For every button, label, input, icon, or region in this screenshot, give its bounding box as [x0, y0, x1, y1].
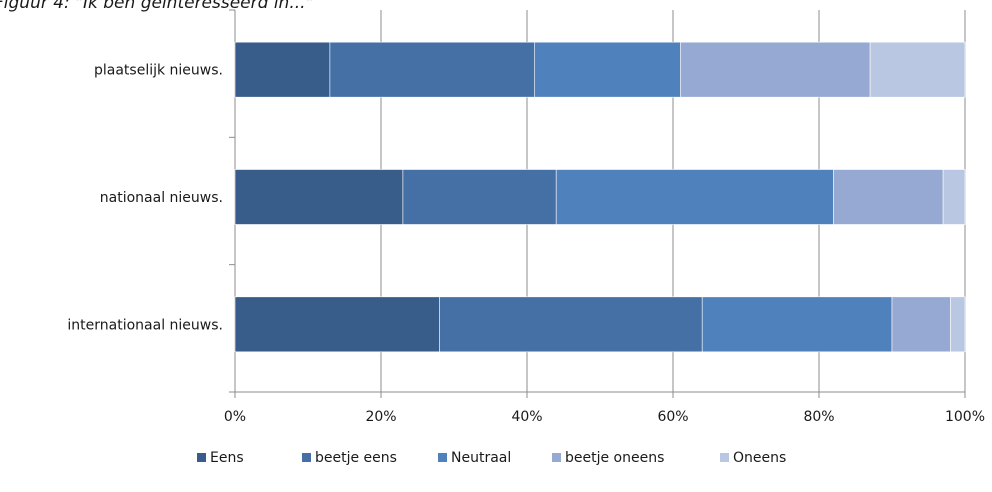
legend-swatch — [552, 453, 561, 462]
bar-segment — [234, 296, 440, 353]
chart-title: Figuur 4: "Ik ben geïnteresseerd in..." — [0, 0, 313, 13]
bar-segment — [869, 41, 966, 98]
bar-segment — [950, 296, 966, 353]
x-tick-labels: 0% 20% 40% 60% 80% 100% — [224, 409, 985, 425]
legend-label: Oneens — [733, 450, 786, 466]
bar-segment — [533, 41, 681, 98]
legend-swatch — [302, 453, 311, 462]
bar-segment — [679, 41, 871, 98]
legend-label: beetje oneens — [565, 450, 664, 466]
bar-segment — [942, 169, 966, 225]
legend-swatch — [197, 453, 206, 462]
legend-label: beetje eens — [315, 450, 397, 466]
bar-segment — [234, 169, 404, 225]
category-label: plaatselijk nieuws. — [94, 63, 223, 79]
legend-label: Eens — [210, 450, 244, 466]
x-tick-label: 20% — [365, 409, 396, 425]
bar-segment — [555, 169, 834, 225]
legend-label: Neutraal — [451, 450, 511, 466]
x-tick-label: 60% — [657, 409, 688, 425]
x-tick-label: 80% — [803, 409, 834, 425]
category-label: internationaal nieuws. — [67, 317, 223, 333]
bar-segment — [329, 41, 535, 98]
bar-segment — [439, 296, 703, 353]
axes — [229, 9, 966, 398]
category-label: nationaal nieuws. — [100, 190, 223, 206]
bar-segment — [402, 169, 557, 225]
bar-segment — [701, 296, 893, 353]
bar-segment — [234, 41, 331, 98]
bar-segment — [891, 296, 951, 353]
x-tick-label: 0% — [224, 409, 246, 425]
category-labels: plaatselijk nieuws. nationaal nieuws. inte… — [67, 63, 223, 334]
legend: Eens beetje eens Neutraal beetje oneens Onee… — [197, 450, 786, 466]
legend-swatch — [720, 453, 729, 462]
bars — [234, 41, 966, 353]
x-tick-label: 40% — [511, 409, 542, 425]
x-tick-label: 100% — [945, 409, 985, 425]
legend-swatch — [438, 453, 447, 462]
bar-segment — [833, 169, 944, 225]
